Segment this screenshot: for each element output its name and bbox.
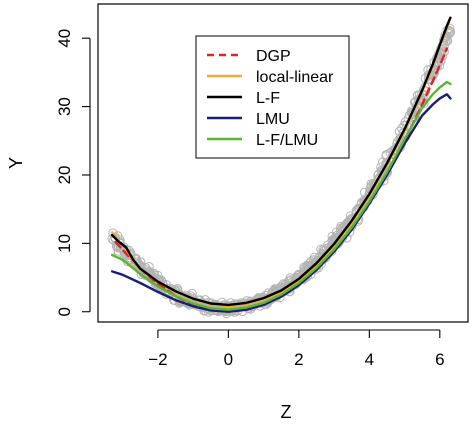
legend-label: L-F/LMU	[256, 132, 318, 149]
y-axis-label: Y	[6, 157, 26, 169]
series-line-l-f-lmu	[110, 80, 452, 311]
x-tick-label: −2	[148, 350, 167, 369]
x-tick-label: 4	[365, 350, 374, 369]
series-line-l-f	[110, 16, 452, 307]
legend-label: L-F	[256, 90, 280, 107]
x-axis-label: Z	[281, 402, 292, 422]
y-tick-label: 20	[55, 166, 74, 185]
y-tick-label: 30	[55, 97, 74, 116]
data-point	[133, 261, 144, 271]
legend-label: local-linear	[256, 69, 334, 86]
series-lines	[110, 16, 452, 313]
x-tick-label: 0	[224, 350, 233, 369]
legend-label: DGP	[256, 48, 291, 65]
y-tick-label: 0	[55, 307, 74, 316]
x-axis: −2 0 2 4 6	[148, 329, 445, 369]
y-axis: 0 10 20 30 40	[55, 29, 91, 316]
legend: DGP local-linear L-F LMU L-F/LMU	[195, 35, 350, 159]
plot-frame	[97, 3, 469, 323]
y-tick-label: 10	[55, 234, 74, 253]
x-tick-label: 2	[294, 350, 303, 369]
legend-label: LMU	[256, 111, 290, 128]
data-point	[316, 244, 326, 254]
data-point	[305, 258, 315, 268]
x-tick-label: 6	[435, 350, 444, 369]
series-line-lmu	[110, 93, 452, 313]
y-tick-label: 40	[55, 29, 74, 48]
